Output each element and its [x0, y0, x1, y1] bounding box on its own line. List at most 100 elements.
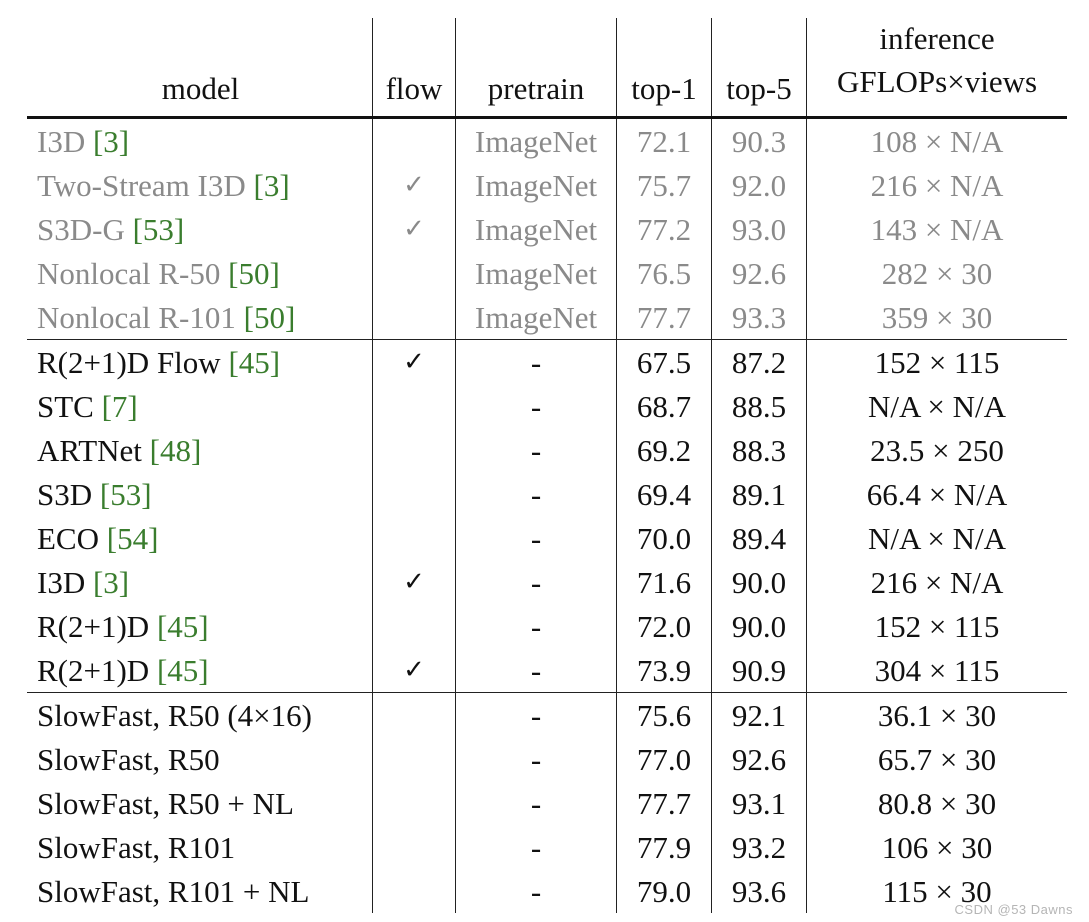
header-inference-line1: inference — [879, 21, 995, 57]
cell-flow — [372, 472, 456, 516]
model-name: S3D-G — [37, 211, 133, 247]
cell-flow — [372, 869, 456, 913]
header-pretrain: pretrain — [455, 18, 617, 118]
cell-top1: 72.0 — [616, 604, 712, 648]
cell-model: Nonlocal R-101 [50] — [27, 295, 373, 340]
model-name: SlowFast, R50 (4×16) — [37, 697, 312, 733]
cell-flow — [372, 295, 456, 340]
cell-gflops: N/A × N/A — [806, 384, 1067, 428]
table-row: SlowFast, R50 + NL -77.7 93.1 80.8 × 30 — [27, 781, 1067, 825]
cell-top1: 70.0 — [616, 516, 712, 560]
cell-top5: 93.0 — [711, 207, 807, 251]
cell-pretrain: - — [455, 869, 617, 913]
cell-gflops: 106 × 30 — [806, 825, 1067, 869]
model-name: SlowFast, R50 — [37, 741, 220, 777]
citation-ref: [45] — [156, 652, 209, 688]
cell-top5: 93.2 — [711, 825, 807, 869]
table-row: S3D [53] -69.4 89.1 66.4 × N/A — [27, 472, 1067, 516]
model-name: SlowFast, R50 + NL — [37, 785, 294, 821]
cell-model: S3D-G [53] — [27, 207, 373, 251]
citation-ref: [3] — [92, 564, 130, 600]
cell-model: SlowFast, R101 + NL — [27, 869, 373, 913]
cell-pretrain: - — [455, 737, 617, 781]
cell-top5: 92.6 — [711, 737, 807, 781]
citation-ref: [53] — [132, 211, 185, 247]
cell-model: SlowFast, R50 (4×16) — [27, 692, 373, 737]
cell-top5: 90.0 — [711, 604, 807, 648]
cell-pretrain: - — [455, 604, 617, 648]
cell-flow — [372, 604, 456, 648]
model-name: R(2+1)D — [37, 608, 157, 644]
model-name: ECO — [37, 520, 107, 556]
cell-gflops: 216 × N/A — [806, 163, 1067, 207]
cell-top1: 77.0 — [616, 737, 712, 781]
cell-top1: 77.7 — [616, 295, 712, 340]
cell-gflops: 65.7 × 30 — [806, 737, 1067, 781]
cell-flow — [372, 117, 456, 163]
table-row: SlowFast, R50 -77.0 92.6 65.7 × 30 — [27, 737, 1067, 781]
cell-pretrain: - — [455, 384, 617, 428]
table-row: R(2+1)D [45] -72.0 90.0 152 × 115 — [27, 604, 1067, 648]
table-row: SlowFast, R50 (4×16) -75.6 92.1 36.1 × 30 — [27, 692, 1067, 737]
model-name: SlowFast, R101 + NL — [37, 873, 310, 909]
cell-pretrain: - — [455, 825, 617, 869]
cell-top5: 92.6 — [711, 251, 807, 295]
model-name: I3D — [37, 564, 93, 600]
citation-ref: [7] — [101, 388, 138, 424]
cell-gflops: N/A × N/A — [806, 516, 1067, 560]
table-body: I3D [3] ImageNet 72.1 90.3 108 × N/A Two-Stre… — [27, 117, 1067, 913]
header-model: model — [161, 71, 240, 106]
citation-ref: [54] — [106, 520, 159, 556]
cell-top1: 71.6 — [616, 560, 712, 604]
cell-gflops: 359 × 30 — [806, 295, 1067, 340]
cell-top5: 92.1 — [711, 692, 807, 737]
cell-model: S3D [53] — [27, 472, 373, 516]
cell-gflops: 80.8 × 30 — [806, 781, 1067, 825]
cell-model: SlowFast, R50 — [27, 737, 373, 781]
cell-gflops: 304 × 115 — [806, 648, 1067, 693]
cell-pretrain: ImageNet — [455, 163, 617, 207]
cell-pretrain: ImageNet — [455, 251, 617, 295]
cell-pretrain: - — [455, 560, 617, 604]
table-row: R(2+1)D [45] ✓ -73.9 90.9 304 × 115 — [27, 648, 1067, 693]
cell-top5: 90.3 — [711, 117, 807, 163]
cell-top1: 79.0 — [616, 869, 712, 913]
table-row: Nonlocal R-101 [50] ImageNet 77.7 93.3 359 ×… — [27, 295, 1067, 340]
citation-ref: [3] — [92, 123, 130, 159]
cell-gflops: 36.1 × 30 — [806, 692, 1067, 737]
table-row: Nonlocal R-50 [50] ImageNet 76.5 92.6 282 × … — [27, 251, 1067, 295]
cell-pretrain: - — [455, 648, 617, 693]
citation-ref: [50] — [243, 299, 296, 335]
cell-gflops: 282 × 30 — [806, 251, 1067, 295]
cell-top1: 67.5 — [616, 339, 712, 384]
cell-flow: ✓ — [372, 339, 456, 384]
cell-model: R(2+1)D [45] — [27, 648, 373, 693]
header-top1: top-1 — [616, 18, 712, 118]
cell-flow — [372, 825, 456, 869]
cell-top5: 92.0 — [711, 163, 807, 207]
cell-model: R(2+1)D [45] — [27, 604, 373, 648]
table-row: Two-Stream I3D [3] ✓ ImageNet 75.7 92.0 216 ×… — [27, 163, 1067, 207]
header-inference: inference GFLOPs×views — [806, 18, 1067, 118]
cell-flow — [372, 516, 456, 560]
cell-gflops: 108 × N/A — [806, 117, 1067, 163]
table-row: S3D-G [53] ✓ ImageNet 77.2 93.0 143 × N/A — [27, 207, 1067, 251]
cell-gflops: 152 × 115 — [806, 339, 1067, 384]
cell-top5: 88.5 — [711, 384, 807, 428]
cell-top1: 75.6 — [616, 692, 712, 737]
cell-top1: 77.2 — [616, 207, 712, 251]
citation-ref: [50] — [228, 255, 280, 291]
cell-flow — [372, 692, 456, 737]
cell-model: ARTNet [48] — [27, 428, 373, 472]
model-name: S3D — [37, 476, 100, 512]
cell-top5: 88.3 — [711, 428, 807, 472]
model-name: R(2+1)D Flow — [37, 344, 229, 380]
cell-gflops: 143 × N/A — [806, 207, 1067, 251]
cell-top1: 77.9 — [616, 825, 712, 869]
cell-model: STC [7] — [27, 384, 373, 428]
cell-gflops: 115 × 30 — [806, 869, 1067, 913]
cell-pretrain: ImageNet — [455, 207, 617, 251]
cell-pretrain: - — [455, 781, 617, 825]
cell-top5: 87.2 — [711, 339, 807, 384]
cell-top5: 93.1 — [711, 781, 807, 825]
